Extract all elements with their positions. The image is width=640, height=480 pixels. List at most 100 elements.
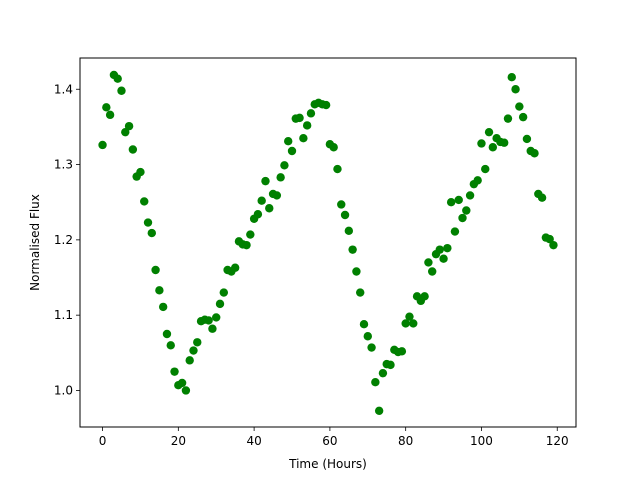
data-point [530,149,539,158]
data-point [465,191,475,200]
data-point [117,86,126,95]
data-point [352,267,361,276]
data-point [537,193,547,202]
data-point [280,161,289,170]
data-point [102,103,111,112]
data-point [363,332,372,341]
data-point [272,191,282,200]
x-tick-label: 40 [246,434,261,448]
data-point [374,406,384,416]
data-point [151,265,160,275]
data-point [155,286,164,295]
data-point [105,110,115,120]
data-point [462,206,471,215]
data-point [261,176,270,186]
x-axis-ticks: 0 20 40 60 80 100 120 [99,427,569,448]
data-point [450,227,460,236]
data-point [522,134,532,144]
y-tick-label: 1.0 [54,383,73,397]
data-point [212,313,221,322]
data-point [113,74,122,83]
data-point [136,167,145,177]
data-point [435,245,444,254]
data-point [306,109,316,118]
data-point [128,145,138,154]
data-point [356,288,365,297]
data-point [359,320,369,329]
data-point [193,338,202,347]
data-point [181,386,191,395]
x-tick-label: 60 [322,434,337,448]
data-point [253,210,263,219]
y-tick-label: 1.4 [54,82,73,96]
y-tick-label: 1.3 [54,158,73,172]
data-point [473,176,482,185]
data-point [140,197,149,206]
data-point [545,234,554,244]
data-point [503,114,513,123]
data-point [189,346,198,355]
data-point [215,299,225,309]
data-point [481,164,490,174]
data-point [515,102,524,111]
data-point [511,85,520,94]
data-point [287,146,297,156]
data-point [371,377,380,387]
y-tick-label: 1.1 [54,308,73,322]
y-axis-ticks: 1.0 1.1 1.2 1.3 1.4 [54,82,80,397]
data-point [162,329,172,339]
data-point [549,240,558,250]
x-tick-label: 120 [546,434,569,448]
data-point [337,200,346,209]
data-point [158,302,168,312]
x-tick-label: 20 [171,434,186,448]
data-point [177,378,187,388]
data-point [424,258,433,267]
data-point [170,367,179,376]
data-point [98,140,107,150]
data-point [284,137,293,146]
data-point [124,121,134,131]
data-point [204,316,213,325]
data-point [397,347,407,356]
data-point [321,100,331,110]
data-point [121,127,130,137]
data-point [344,226,354,236]
data-point [185,356,194,365]
data-point [246,230,255,239]
data-point [143,218,153,227]
data-point [295,113,304,123]
data-point [428,267,437,276]
data-point [386,360,395,370]
data-point [329,143,338,152]
data-point [276,173,285,182]
data-point [488,143,498,152]
y-tick-label: 1.2 [54,233,73,247]
data-point [401,319,410,328]
data-point [348,245,357,254]
data-point [242,240,251,250]
data-point [405,312,414,321]
data-point [166,341,175,350]
data-point [443,243,452,253]
x-tick-label: 80 [398,434,413,448]
data-point [454,195,463,205]
x-axis-label: Time (Hours) [288,457,367,471]
plot-frame [79,57,577,428]
data-point [340,210,350,220]
data-point [333,164,342,174]
data-point [219,288,228,297]
data-point [507,73,516,82]
data-point [147,228,156,238]
data-point [458,213,467,223]
data-point [484,127,494,137]
data-point [518,112,528,122]
data-point [500,138,509,147]
data-point [409,319,418,328]
data-point [420,292,429,301]
x-tick-label: 100 [470,434,493,448]
data-points [98,70,558,416]
data-point [378,368,388,378]
